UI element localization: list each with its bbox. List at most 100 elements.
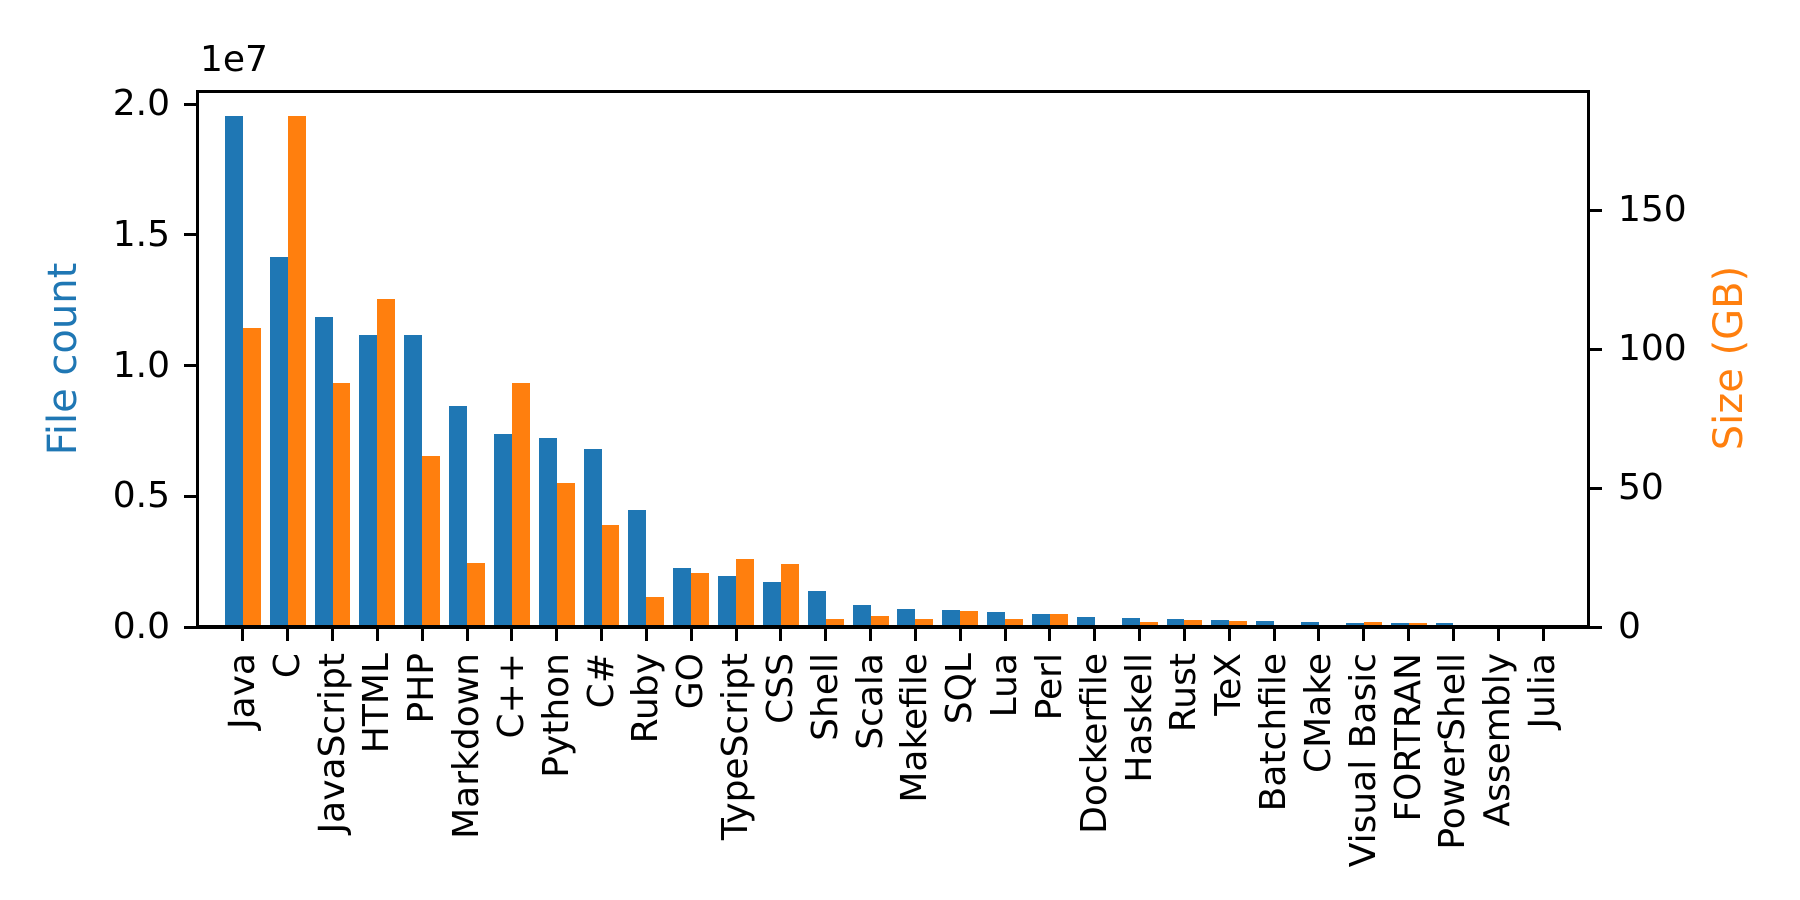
x-tick-label-Assembly: Assembly xyxy=(1477,653,1519,827)
x-tick-Shell xyxy=(824,629,828,641)
x-tick-label-SQL: SQL xyxy=(939,653,981,725)
bar-size-gb-Scala xyxy=(870,616,889,627)
x-tick-label-Scala: Scala xyxy=(849,653,891,750)
bar-file-count-PHP xyxy=(404,334,423,627)
right-y-tick-100 xyxy=(1590,347,1602,351)
x-tick-Julia xyxy=(1541,629,1545,641)
x-tick-JavaScript xyxy=(331,629,335,641)
bar-file-count-Batchfile xyxy=(1256,620,1275,627)
x-tick-Python xyxy=(555,629,559,641)
bar-size-gb-Makefile xyxy=(915,618,934,627)
bar-size-gb-TeX xyxy=(1229,621,1248,627)
bar-file-count-Lua xyxy=(987,611,1006,627)
left-axis-offset-text: 1e7 xyxy=(200,39,268,80)
x-tick-label-Ruby: Ruby xyxy=(625,653,667,744)
x-tick-HTML xyxy=(375,629,379,641)
bar-file-count-Markdown xyxy=(449,405,468,627)
x-tick-Assembly xyxy=(1496,629,1500,641)
x-tick-Ruby xyxy=(644,629,648,641)
left-y-tick-2.0 xyxy=(184,102,196,106)
left-y-tick-label-0.0: 0.0 xyxy=(112,606,170,647)
x-tick-Markdown xyxy=(465,629,469,641)
bar-size-gb-Haskell xyxy=(1139,621,1158,627)
bar-file-count-TypeScript xyxy=(718,576,737,627)
bar-size-gb-Shell xyxy=(825,618,844,627)
bar-file-count-HTML xyxy=(359,334,378,627)
x-tick-FORTRAN xyxy=(1407,629,1411,641)
x-tick-CSS xyxy=(779,629,783,641)
x-tick-C++ xyxy=(510,629,514,641)
bar-size-gb-Rust xyxy=(1184,619,1203,627)
x-tick-PHP xyxy=(420,629,424,641)
x-tick-Rust xyxy=(1182,629,1186,641)
right-spine xyxy=(1587,90,1590,629)
left-y-tick-0.0 xyxy=(184,625,196,629)
bar-file-count-Python xyxy=(538,438,557,627)
bar-file-count-TeX xyxy=(1211,620,1230,627)
x-tick-label-Python: Python xyxy=(535,653,577,778)
bar-file-count-JavaScript xyxy=(314,317,333,627)
right-y-tick-label-100: 100 xyxy=(1618,328,1687,370)
bar-size-gb-Perl xyxy=(1049,613,1068,627)
bar-file-count-CMake xyxy=(1301,622,1319,627)
left-axis-title: File count xyxy=(40,262,86,456)
bar-size-gb-C++ xyxy=(511,383,530,627)
x-tick-Perl xyxy=(1048,629,1052,641)
x-tick-Makefile xyxy=(913,629,917,641)
bar-file-count-C++ xyxy=(493,434,512,627)
bar-file-count-C xyxy=(269,257,288,627)
bar-size-gb-GO xyxy=(691,573,710,627)
x-tick-SQL xyxy=(958,629,962,641)
x-tick-label-FORTRAN: FORTRAN xyxy=(1387,653,1429,822)
bar-size-gb-HTML xyxy=(377,298,396,627)
x-tick-Visual Basic xyxy=(1362,629,1366,641)
bar-file-count-Java xyxy=(224,115,243,627)
x-tick-label-C++: C++ xyxy=(490,653,532,739)
bar-size-gb-CSS xyxy=(780,564,799,627)
right-axis-title: Size (GB) xyxy=(1706,265,1752,451)
x-tick-label-PowerShell: PowerShell xyxy=(1432,653,1474,850)
x-tick-PowerShell xyxy=(1451,629,1455,641)
x-tick-label-Shell: Shell xyxy=(804,653,846,741)
left-y-tick-label-1.0: 1.0 xyxy=(112,344,170,386)
left-y-tick-0.5 xyxy=(184,494,196,498)
x-tick-C xyxy=(286,629,290,641)
x-tick-label-Markdown: Markdown xyxy=(446,653,488,839)
x-tick-label-Java: Java xyxy=(221,653,263,730)
bar-file-count-SQL xyxy=(942,609,961,627)
bar-file-count-C# xyxy=(583,448,602,627)
x-tick-label-CSS: CSS xyxy=(759,653,801,724)
left-y-tick-label-2.0: 2.0 xyxy=(112,83,170,125)
x-tick-label-Lua: Lua xyxy=(984,653,1026,718)
bar-file-count-Makefile xyxy=(897,609,916,627)
x-tick-label-JavaScript: JavaScript xyxy=(311,653,353,834)
x-tick-label-C: C xyxy=(266,653,308,679)
x-tick-label-TypeScript: TypeScript xyxy=(715,653,757,841)
bar-size-gb-Ruby xyxy=(646,596,665,627)
bar-file-count-Visual Basic xyxy=(1345,622,1364,627)
bar-file-count-GO xyxy=(673,567,692,627)
bar-file-count-Ruby xyxy=(628,510,647,627)
bar-file-count-Scala xyxy=(852,605,871,627)
x-tick-label-GO: GO xyxy=(670,653,712,710)
bar-size-gb-TypeScript xyxy=(736,558,754,627)
bar-size-gb-Markdown xyxy=(467,562,485,627)
right-y-tick-0 xyxy=(1590,625,1602,629)
left-y-tick-1.5 xyxy=(184,233,196,237)
top-spine xyxy=(196,90,1590,93)
x-tick-Batchfile xyxy=(1272,629,1276,641)
x-tick-Dockerfile xyxy=(1093,629,1097,641)
right-y-tick-label-0: 0 xyxy=(1618,606,1641,647)
bar-file-count-CSS xyxy=(762,581,781,627)
x-tick-label-Rust: Rust xyxy=(1163,653,1205,733)
bar-file-count-Haskell xyxy=(1121,618,1140,627)
bottom-spine xyxy=(196,625,1590,629)
left-y-tick-label-1.5: 1.5 xyxy=(112,213,170,255)
x-tick-label-Dockerfile: Dockerfile xyxy=(1073,653,1115,834)
x-tick-GO xyxy=(689,629,693,641)
x-tick-label-Julia: Julia xyxy=(1522,653,1564,729)
x-tick-Scala xyxy=(869,629,873,641)
bar-size-gb-Visual Basic xyxy=(1363,621,1382,627)
x-tick-label-C#: C# xyxy=(580,653,622,709)
